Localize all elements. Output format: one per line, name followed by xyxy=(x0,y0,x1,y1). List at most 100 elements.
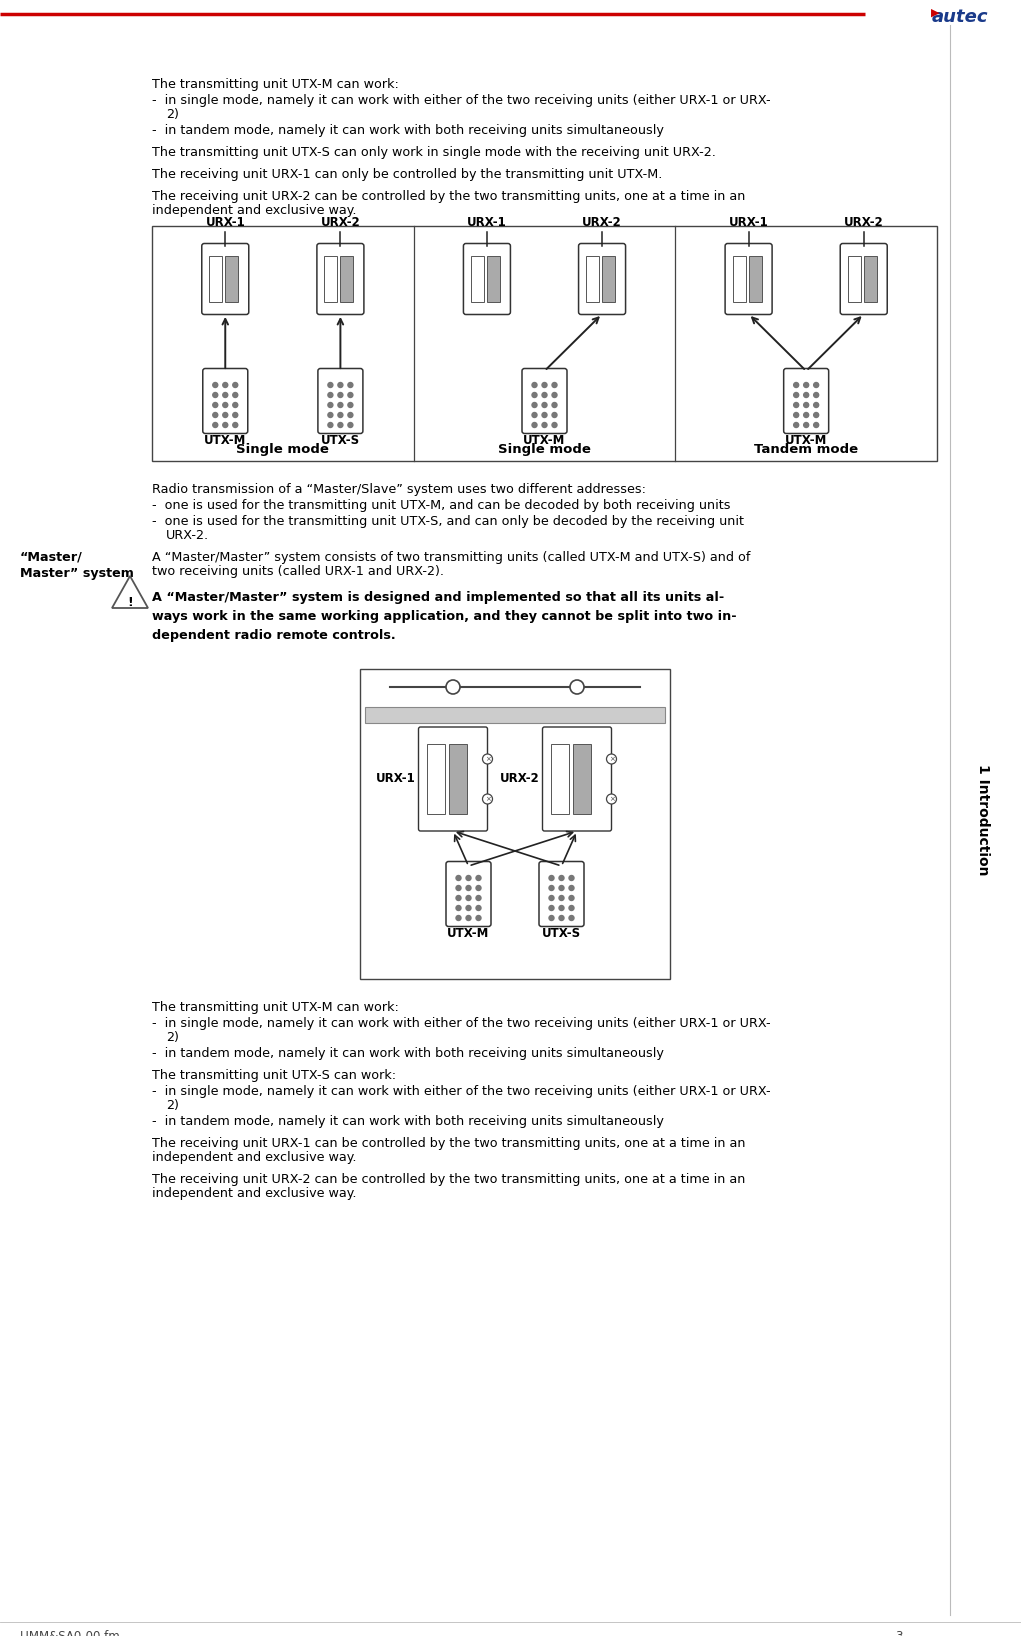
FancyBboxPatch shape xyxy=(202,244,249,314)
Text: The receiving unit URX-1 can be controlled by the two transmitting units, one at: The receiving unit URX-1 can be controll… xyxy=(152,1137,745,1150)
Circle shape xyxy=(549,905,554,911)
Circle shape xyxy=(338,383,343,388)
Text: autec: autec xyxy=(932,8,988,26)
Circle shape xyxy=(348,422,353,427)
Circle shape xyxy=(466,895,471,900)
Text: The transmitting unit UTX-S can only work in single mode with the receiving unit: The transmitting unit UTX-S can only wor… xyxy=(152,146,716,159)
Circle shape xyxy=(223,402,228,407)
Circle shape xyxy=(793,402,798,407)
Circle shape xyxy=(466,885,471,890)
Text: LIMM&SA0-00.fm: LIMM&SA0-00.fm xyxy=(20,1629,120,1636)
Circle shape xyxy=(542,383,547,388)
Text: The transmitting unit UTX-M can work:: The transmitting unit UTX-M can work: xyxy=(152,79,399,92)
Text: Tandem mode: Tandem mode xyxy=(755,443,859,456)
FancyBboxPatch shape xyxy=(542,726,612,831)
Bar xyxy=(586,255,599,303)
Circle shape xyxy=(552,422,557,427)
Circle shape xyxy=(549,875,554,880)
Circle shape xyxy=(476,885,481,890)
Circle shape xyxy=(804,383,809,388)
Circle shape xyxy=(569,916,574,921)
Circle shape xyxy=(552,412,557,417)
Text: URX-2: URX-2 xyxy=(582,216,622,229)
Bar xyxy=(152,226,937,461)
Circle shape xyxy=(456,885,461,890)
Text: 2): 2) xyxy=(166,1099,179,1112)
Text: -  one is used for the transmitting unit UTX-M, and can be decoded by both recei: - one is used for the transmitting unit … xyxy=(152,499,730,512)
Circle shape xyxy=(456,905,461,911)
Text: Single mode: Single mode xyxy=(498,443,591,456)
Bar xyxy=(847,255,861,303)
Text: UTX-M: UTX-M xyxy=(447,928,490,941)
Bar xyxy=(226,255,238,303)
FancyBboxPatch shape xyxy=(840,244,887,314)
Circle shape xyxy=(804,412,809,417)
Circle shape xyxy=(212,393,217,398)
Circle shape xyxy=(532,383,537,388)
Circle shape xyxy=(552,393,557,398)
Circle shape xyxy=(542,393,547,398)
Circle shape xyxy=(328,393,333,398)
Text: UTX-M: UTX-M xyxy=(524,434,566,447)
Circle shape xyxy=(542,422,547,427)
Text: two receiving units (called URX-1 and URX-2).: two receiving units (called URX-1 and UR… xyxy=(152,564,444,578)
Circle shape xyxy=(476,875,481,880)
Text: The transmitting unit UTX-S can work:: The transmitting unit UTX-S can work: xyxy=(152,1068,396,1081)
Bar xyxy=(471,255,484,303)
Circle shape xyxy=(476,905,481,911)
Bar xyxy=(573,744,590,815)
Text: !: ! xyxy=(128,596,133,609)
Circle shape xyxy=(338,412,343,417)
FancyBboxPatch shape xyxy=(784,368,829,434)
Circle shape xyxy=(542,402,547,407)
Circle shape xyxy=(804,393,809,398)
Circle shape xyxy=(560,905,564,911)
Text: ×: × xyxy=(485,797,490,802)
Bar xyxy=(364,707,665,723)
Circle shape xyxy=(456,895,461,900)
Text: -  in tandem mode, namely it can work with both receiving units simultaneously: - in tandem mode, namely it can work wit… xyxy=(152,1047,664,1060)
Text: -  in single mode, namely it can work with either of the two receiving units (ei: - in single mode, namely it can work wit… xyxy=(152,1085,771,1098)
Circle shape xyxy=(328,422,333,427)
Circle shape xyxy=(338,393,343,398)
Text: - 3 -: - 3 - xyxy=(888,1629,912,1636)
Circle shape xyxy=(549,885,554,890)
FancyBboxPatch shape xyxy=(446,862,491,926)
Circle shape xyxy=(328,412,333,417)
Text: -  one is used for the transmitting unit UTX-S, and can only be decoded by the r: - one is used for the transmitting unit … xyxy=(152,515,744,528)
Text: independent and exclusive way.: independent and exclusive way. xyxy=(152,1152,356,1163)
Text: UTX-S: UTX-S xyxy=(321,434,360,447)
Circle shape xyxy=(233,412,238,417)
Circle shape xyxy=(466,916,471,921)
Circle shape xyxy=(456,916,461,921)
Circle shape xyxy=(338,402,343,407)
Circle shape xyxy=(212,383,217,388)
Circle shape xyxy=(466,875,471,880)
Circle shape xyxy=(212,422,217,427)
Circle shape xyxy=(233,402,238,407)
Text: -  in tandem mode, namely it can work with both receiving units simultaneously: - in tandem mode, namely it can work wit… xyxy=(152,124,664,137)
Circle shape xyxy=(348,412,353,417)
Circle shape xyxy=(223,383,228,388)
Text: 2): 2) xyxy=(166,108,179,121)
Text: -  in single mode, namely it can work with either of the two receiving units (ei: - in single mode, namely it can work wit… xyxy=(152,93,771,106)
Circle shape xyxy=(606,793,617,803)
Circle shape xyxy=(560,916,564,921)
Text: URX-1: URX-1 xyxy=(467,216,506,229)
Bar xyxy=(209,255,223,303)
Circle shape xyxy=(560,875,564,880)
Circle shape xyxy=(233,383,238,388)
Text: A “Master/Master” system consists of two transmitting units (called UTX-M and UT: A “Master/Master” system consists of two… xyxy=(152,551,750,564)
Circle shape xyxy=(456,875,461,880)
Text: URX-1: URX-1 xyxy=(205,216,245,229)
Text: URX-2: URX-2 xyxy=(321,216,360,229)
Text: independent and exclusive way.: independent and exclusive way. xyxy=(152,1188,356,1199)
Circle shape xyxy=(476,916,481,921)
Text: URX-2.: URX-2. xyxy=(166,528,209,542)
Circle shape xyxy=(814,422,819,427)
Text: ▶: ▶ xyxy=(931,8,939,18)
Text: “Master/
Master” system: “Master/ Master” system xyxy=(20,551,134,581)
Bar xyxy=(340,255,353,303)
Circle shape xyxy=(793,383,798,388)
Bar xyxy=(602,255,615,303)
